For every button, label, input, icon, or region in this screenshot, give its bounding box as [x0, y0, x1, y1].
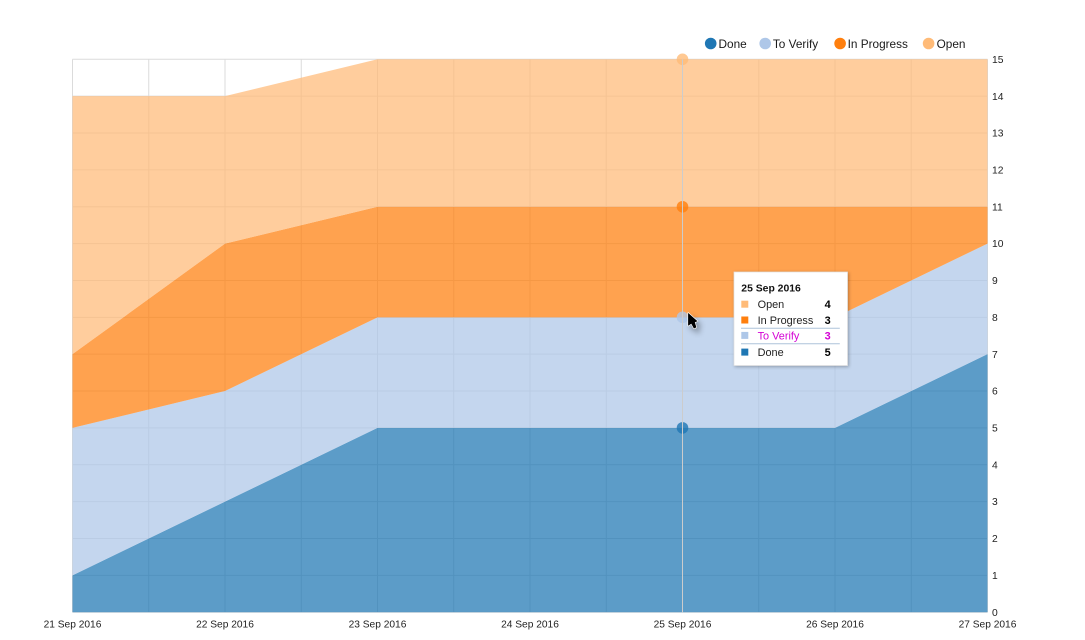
svg-text:4: 4 — [992, 460, 998, 471]
svg-text:27 Sep 2016: 27 Sep 2016 — [959, 620, 1017, 631]
svg-text:25 Sep 2016: 25 Sep 2016 — [741, 283, 801, 294]
svg-text:11: 11 — [992, 202, 1003, 213]
svg-text:5: 5 — [825, 347, 831, 359]
svg-text:8: 8 — [992, 313, 998, 324]
svg-text:2: 2 — [992, 534, 998, 545]
svg-text:22 Sep 2016: 22 Sep 2016 — [196, 620, 254, 631]
svg-text:26 Sep 2016: 26 Sep 2016 — [806, 620, 864, 631]
svg-text:0: 0 — [992, 608, 998, 619]
svg-text:In Progress: In Progress — [758, 315, 814, 327]
svg-text:24 Sep 2016: 24 Sep 2016 — [501, 620, 559, 631]
svg-text:23 Sep 2016: 23 Sep 2016 — [349, 620, 407, 631]
svg-text:To Verify: To Verify — [758, 330, 800, 342]
svg-text:3: 3 — [825, 330, 831, 342]
svg-text:Open: Open — [937, 37, 966, 51]
svg-text:9: 9 — [992, 276, 998, 287]
svg-text:12: 12 — [992, 165, 1004, 176]
svg-text:In Progress: In Progress — [848, 37, 908, 51]
svg-text:7: 7 — [992, 350, 998, 361]
svg-text:3: 3 — [992, 497, 998, 508]
svg-text:To Verify: To Verify — [773, 37, 818, 51]
svg-text:14: 14 — [992, 92, 1004, 103]
svg-text:6: 6 — [992, 387, 998, 398]
svg-text:4: 4 — [825, 299, 831, 311]
svg-text:25 Sep 2016: 25 Sep 2016 — [654, 620, 712, 631]
svg-text:15: 15 — [992, 55, 1004, 66]
svg-text:3: 3 — [825, 315, 831, 327]
svg-text:13: 13 — [992, 129, 1004, 140]
svg-text:Open: Open — [758, 299, 785, 311]
svg-text:1: 1 — [992, 571, 998, 582]
svg-text:Done: Done — [758, 347, 784, 359]
svg-text:Done: Done — [719, 37, 748, 51]
svg-text:5: 5 — [992, 424, 998, 435]
svg-text:21 Sep 2016: 21 Sep 2016 — [44, 620, 102, 631]
svg-text:10: 10 — [992, 239, 1004, 250]
